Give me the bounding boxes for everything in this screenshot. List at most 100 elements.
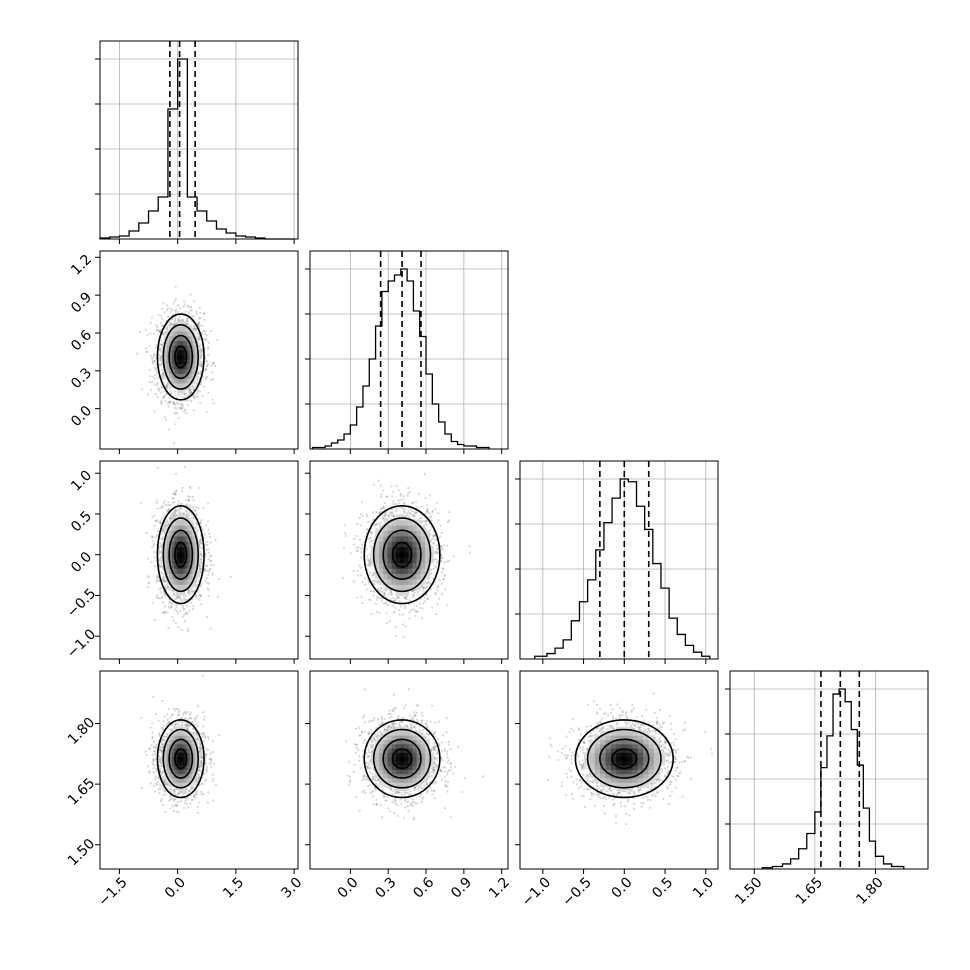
- density-cell: [174, 364, 178, 370]
- density-cell: [187, 373, 191, 379]
- scatter-point: [193, 328, 196, 331]
- scatter-point: [166, 383, 169, 386]
- scatter-point: [192, 590, 195, 593]
- density-cell: [192, 349, 196, 356]
- scatter-point: [153, 377, 156, 380]
- scatter-point: [361, 581, 364, 584]
- scatter-point: [149, 321, 152, 324]
- scatter-point: [207, 528, 210, 532]
- scatter-point: [188, 390, 191, 393]
- scatter-point: [172, 515, 175, 518]
- scatter-point: [194, 329, 197, 332]
- scatter-point: [161, 396, 164, 399]
- scatter-point: [156, 507, 159, 510]
- scatter-point: [162, 302, 165, 305]
- scatter-point: [187, 627, 190, 631]
- density-cell: [184, 340, 188, 346]
- density-cell: [169, 378, 173, 384]
- scatter-point: [186, 604, 189, 608]
- density-cell: [176, 340, 180, 346]
- scatter-point: [398, 613, 401, 616]
- scatter-point: [153, 366, 156, 369]
- scatter-point: [152, 354, 155, 357]
- density-cell: [179, 340, 183, 346]
- scatter-point: [200, 348, 203, 352]
- scatter-point: [167, 401, 170, 404]
- density-cell: [174, 378, 178, 384]
- density-cell: [164, 359, 168, 365]
- scatter-point: [203, 312, 206, 315]
- scatter-point: [174, 509, 177, 512]
- scatter-point: [204, 332, 207, 336]
- scatter-point: [156, 530, 159, 533]
- scatter-point: [206, 587, 209, 590]
- scatter-point: [212, 361, 215, 364]
- scatter-point: [158, 364, 161, 367]
- scatter-point: [179, 599, 182, 602]
- scatter-point: [447, 511, 451, 514]
- scatter-point: [175, 605, 178, 608]
- density-cell: [189, 349, 193, 356]
- scatter-point: [174, 322, 177, 325]
- scatter-point: [366, 515, 369, 518]
- scatter-point: [157, 580, 160, 583]
- scatter-point: [181, 405, 184, 408]
- scatter-point: [195, 327, 198, 330]
- scatter-point: [182, 608, 185, 611]
- scatter-point: [199, 521, 202, 524]
- scatter-point: [199, 593, 202, 597]
- scatter-point: [175, 489, 178, 492]
- scatter-point: [173, 411, 176, 415]
- scatter-point: [167, 501, 170, 504]
- scatter-point: [197, 575, 201, 578]
- scatter-point: [180, 407, 183, 410]
- scatter-point: [194, 585, 198, 588]
- contour-level-1: [168, 334, 194, 380]
- scatter-point: [181, 318, 184, 321]
- scatter-point: [174, 513, 177, 517]
- scatter-point: [173, 608, 176, 611]
- scatter-point: [200, 365, 203, 368]
- histogram-step: [761, 688, 905, 869]
- density-cell: [179, 359, 183, 365]
- scatter-point: [185, 412, 188, 415]
- scatter-point: [188, 504, 192, 507]
- scatter-point: [166, 611, 169, 614]
- scatter-point: [394, 607, 397, 610]
- density-cell: [192, 345, 196, 351]
- scatter-point: [168, 321, 171, 324]
- scatter-point: [169, 606, 172, 609]
- scatter-point: [186, 317, 189, 320]
- scatter-point: [355, 534, 358, 538]
- density-cell: [176, 335, 180, 341]
- scatter-point: [196, 312, 199, 315]
- scatter-point: [168, 324, 171, 327]
- scatter-point: [207, 502, 210, 505]
- scatter-point: [159, 522, 162, 525]
- scatter-point: [155, 580, 158, 583]
- scatter-point: [151, 316, 154, 319]
- scatter-point: [163, 394, 166, 397]
- scatter-point: [156, 593, 159, 596]
- scatter-point: [167, 508, 170, 511]
- scatter-point: [195, 506, 198, 509]
- scatter-point: [163, 333, 166, 336]
- scatter-point: [207, 347, 210, 350]
- scatter-point: [175, 597, 178, 600]
- scatter-point: [189, 390, 192, 393]
- scatter-point: [204, 368, 207, 371]
- density-cell: [166, 368, 170, 374]
- scatter-point: [156, 381, 159, 385]
- scatter-point: [175, 407, 178, 410]
- scatter-point: [177, 392, 180, 395]
- scatter-point: [207, 582, 211, 585]
- scatter-point: [369, 590, 373, 593]
- scatter-point: [204, 533, 207, 536]
- scatter-point: [440, 531, 443, 535]
- scatter-point: [160, 314, 163, 317]
- scatter-point: [186, 403, 189, 406]
- scatter-point: [165, 386, 168, 389]
- scatter-point: [201, 354, 204, 357]
- scatter-point: [444, 588, 447, 591]
- density-cell: [171, 359, 175, 365]
